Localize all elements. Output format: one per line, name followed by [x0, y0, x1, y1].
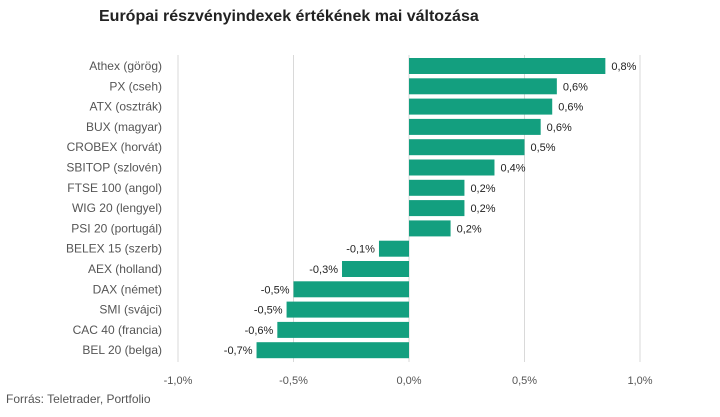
- category-label: Athex (görög): [89, 59, 162, 73]
- source-note: Forrás: Teletrader, Portfolio: [6, 392, 151, 406]
- value-label: -0,6%: [245, 325, 274, 337]
- category-label: PX (cseh): [109, 79, 162, 93]
- value-label: 0,6%: [558, 102, 583, 114]
- bar: [409, 98, 553, 115]
- category-label: ATX (osztrák): [90, 100, 162, 114]
- category-label: PSI 20 (portugál): [71, 221, 162, 235]
- bar: [409, 179, 465, 196]
- bar: [378, 240, 409, 257]
- category-label: AEX (holland): [88, 262, 162, 276]
- bar: [256, 342, 409, 359]
- x-tick-label: 0,0%: [396, 375, 421, 387]
- x-tick-label: -1,0%: [164, 375, 193, 387]
- category-label: DAX (német): [93, 282, 162, 296]
- value-label: 0,4%: [500, 163, 525, 175]
- bar: [342, 261, 409, 277]
- category-label: FTSE 100 (angol): [67, 181, 162, 195]
- value-label: 0,8%: [611, 61, 636, 73]
- value-label: 0,6%: [563, 81, 588, 93]
- category-label: BEL 20 (belga): [82, 343, 162, 357]
- x-tick-label: 0,5%: [512, 375, 537, 387]
- category-label: WIG 20 (lengyel): [72, 201, 162, 215]
- category-label: BUX (magyar): [86, 120, 162, 134]
- value-label: -0,7%: [224, 345, 253, 357]
- bar: [277, 321, 409, 338]
- x-tick-label: -0,5%: [279, 375, 308, 387]
- value-label: 0,2%: [470, 183, 495, 195]
- bar: [293, 281, 409, 298]
- bar: [409, 139, 525, 156]
- bar-layer: [256, 58, 606, 359]
- bar: [409, 58, 606, 74]
- value-label: -0,1%: [346, 244, 375, 256]
- bar: [286, 301, 409, 318]
- value-label: 0,6%: [547, 122, 572, 134]
- bar: [409, 220, 451, 237]
- category-label: BELEX 15 (szerb): [66, 242, 162, 256]
- x-tick-label: 1,0%: [627, 375, 652, 387]
- bar: [409, 118, 541, 135]
- bar: [409, 159, 495, 176]
- bar: [409, 78, 557, 95]
- chart-title: Európai részvényindexek értékének mai vá…: [99, 8, 479, 25]
- category-label: SBITOP (szlovén): [66, 161, 162, 175]
- bar: [409, 200, 465, 217]
- value-label: 0,5%: [531, 142, 556, 154]
- value-label: 0,2%: [470, 203, 495, 215]
- category-label: CAC 40 (francia): [73, 323, 162, 337]
- category-label: CROBEX (horvát): [67, 140, 162, 154]
- value-label: 0,2%: [457, 223, 482, 235]
- category-label: SMI (svájci): [99, 303, 162, 317]
- label-layer: -1,0% -0,5% 0,0% 0,5% 1,0% Athex (görög) 0,8% P…: [66, 59, 653, 387]
- value-label: -0,5%: [254, 305, 283, 317]
- value-label: -0,5%: [261, 284, 290, 296]
- value-label: -0,3%: [309, 264, 338, 276]
